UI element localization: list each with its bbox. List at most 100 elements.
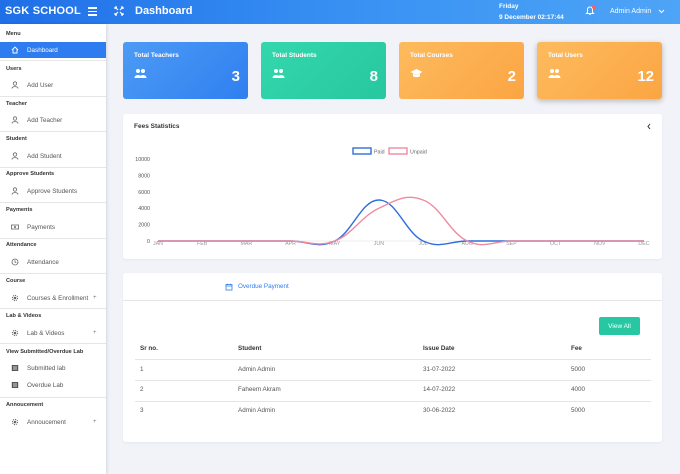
card-total-teachers[interactable]: Total Teachers 3 [123,42,248,99]
card-title: Total Teachers [134,52,179,59]
sidebar-item-annoucement[interactable]: Annoucement + [0,414,106,430]
table-cell: 3 [140,407,144,414]
x-tick-label: JAN [153,241,163,247]
sidebar-item-label: Lab & Videos [27,329,65,337]
y-tick-label: 4000 [138,206,150,212]
sidebar-section-teacher: Teacher [6,101,28,107]
expand-plus-icon[interactable]: + [93,330,97,336]
gear-icon [11,294,19,302]
sidebar-item-overdue-lab[interactable]: Overdue Lab [0,377,106,393]
graduation-cap-icon [410,69,423,78]
sidebar-section-lab-videos: Lab & Videos [6,313,42,319]
sidebar-section-payments: Payments [6,207,33,213]
sidebar-item-lab-videos[interactable]: Lab & Videos + [0,325,106,341]
sidebar-item-approve-students[interactable]: Approve Students [0,183,106,199]
x-tick-label: OCT [550,241,562,247]
column-header: Issue Date [423,345,455,352]
x-tick-label: AUG [462,241,473,247]
sidebar-item-label: Submitted lab [27,364,66,372]
notification-badge [592,5,596,9]
sidebar-item-submitted-lab[interactable]: Submitted lab [0,360,106,376]
y-tick-label: 10000 [135,157,150,163]
calendar-icon [225,283,233,291]
sidebar-item-label: Add User [27,81,54,89]
y-tick-label: 2000 [138,223,150,229]
tab-overdue-payment[interactable]: Overdue Payment [238,283,289,290]
x-tick-label: FEB [197,241,208,247]
home-icon [11,46,19,54]
list-icon [11,365,19,371]
chevron-down-icon[interactable] [658,8,665,14]
sidebar-item-label: Overdue Lab [27,381,64,389]
sidebar-item-label: Payments [27,223,55,231]
table-cell: Faheem Akram [238,386,281,393]
table-cell: 31-07-2022 [423,366,456,373]
sidebar-item-label: Approve Students [27,187,78,195]
x-tick-label: APR [285,241,296,247]
column-header: Student [238,345,262,352]
user-icon [11,81,19,89]
legend-swatch [388,147,408,155]
sidebar-item-label: Annoucement [27,418,66,426]
sidebar-item-label: Attendance [27,258,59,266]
legend-label: Unpaid [410,150,427,156]
user-menu[interactable]: Admin Admin [610,8,652,15]
card-title: Total Students [272,52,317,59]
column-header: Fee [571,345,582,352]
card-value: 3 [231,68,240,85]
card-total-courses[interactable]: Total Courses 2 [399,42,524,99]
sidebar-item-attendance[interactable]: Attendance [0,254,106,270]
fullscreen-icon[interactable] [114,6,124,16]
card-value: 12 [637,68,654,85]
sidebar-item-payments[interactable]: Payments [0,219,106,235]
chevron-left-icon[interactable] [646,123,652,130]
view-all-button[interactable]: View All [599,317,640,335]
card-total-users[interactable]: Total Users 12 [537,42,662,99]
column-header: Sr no. [140,345,158,352]
card-title: Total Courses [410,52,453,59]
top-bar: SGK SCHOOL Dashboard Friday 9 December 0… [0,0,680,24]
user-icon [11,116,19,124]
date-time: Friday 9 December 02:17:44 [499,1,564,23]
table-cell: 2 [140,386,144,393]
sidebar-section-users: Users [6,66,22,72]
brand-logo[interactable]: SGK SCHOOL [5,5,81,17]
card-value: 8 [369,68,378,85]
x-tick-label: JUL [418,241,427,247]
sidebar-item-add-user[interactable]: Add User [0,77,106,93]
sidebar-section-approve-students: Approve Students [6,171,55,177]
sidebar-section-student: Student [6,136,27,142]
gear-icon [11,329,19,337]
users-icon [272,69,285,78]
page-title: Dashboard [135,5,193,17]
users-icon [548,69,561,78]
sidebar: Menu Dashboard Users Add User Teacher Ad… [0,24,106,474]
table-cell: 1 [140,366,144,373]
datetime-label: 9 December 02:17:44 [499,14,564,21]
sidebar-item-add-student[interactable]: Add Student [0,148,106,164]
sidebar-item-label: Add Teacher [27,116,63,124]
day-label: Friday [499,3,519,10]
bell-icon[interactable] [585,6,595,16]
legend-label: Paid [374,150,385,156]
x-tick-label: MAR [240,241,252,247]
clock-icon [11,258,19,266]
sidebar-item-dashboard[interactable]: Dashboard [0,42,106,58]
expand-plus-icon[interactable]: + [93,419,97,425]
sidebar-section-attendance: Attendance [6,242,37,248]
sidebar-section-submitted-overdue-lab: View Submitted/Overdue Lab [6,349,84,355]
sidebar-item-courses-enrollment[interactable]: Courses & Enrollment + [0,290,106,306]
hamburger-menu-icon[interactable] [88,7,97,16]
user-icon [11,187,19,195]
gear-icon [11,418,19,426]
sidebar-section-annoucement: Annoucement [6,402,44,408]
sidebar-item-add-teacher[interactable]: Add Teacher [0,112,106,128]
sidebar-item-label: Dashboard [27,46,58,54]
y-tick-label: 6000 [138,190,150,196]
card-total-students[interactable]: Total Students 8 [261,42,386,99]
sidebar-item-label: Courses & Enrollment [27,294,89,302]
x-tick-label: SEP [506,241,517,247]
expand-plus-icon[interactable]: + [93,295,97,301]
series-line-unpaid [158,196,644,246]
users-icon [134,69,147,78]
